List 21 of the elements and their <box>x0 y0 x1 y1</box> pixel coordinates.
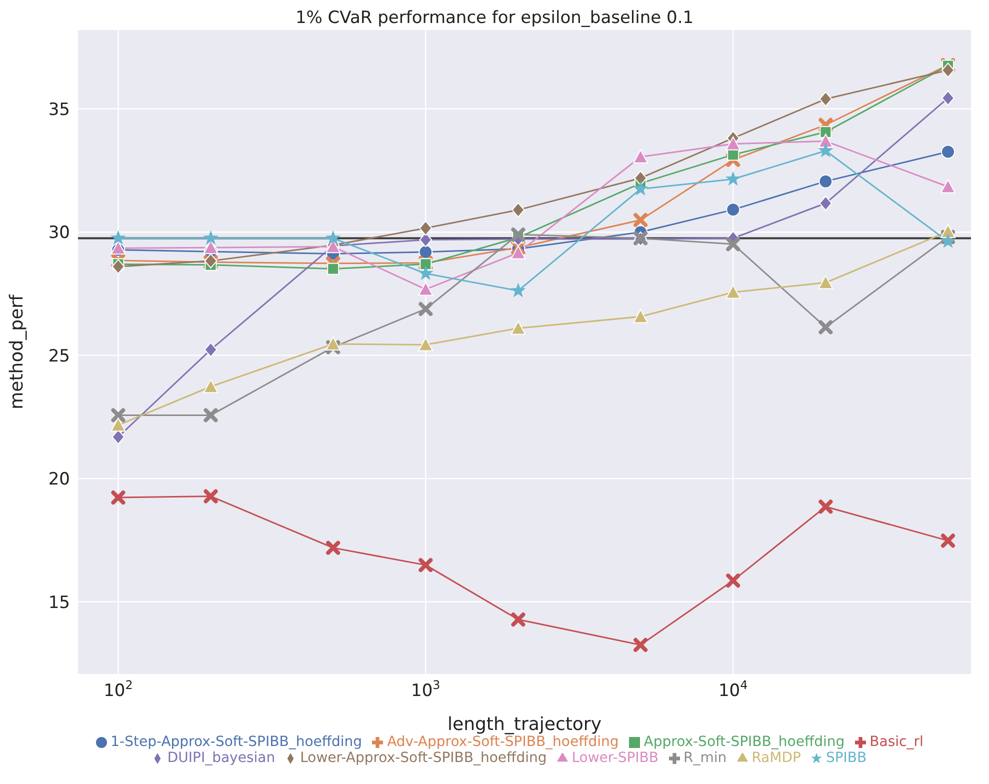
y-axis-title: method_perf <box>6 294 28 410</box>
legend-label: Adv-Approx-Soft-SPIBB_hoeffding <box>387 734 619 750</box>
x-tick-label: 10$^{3}$ <box>411 678 440 701</box>
x-tick-label: 10$^{4}$ <box>718 678 748 701</box>
y-tick-label: 35 <box>48 100 70 120</box>
legend-label: 1-Step-Approx-Soft-SPIBB_hoeffding <box>110 734 362 750</box>
legend-label: DUIPI_bayesian <box>167 750 276 766</box>
legend-label: RaMDP <box>752 750 801 766</box>
x-axis-title: length_trajectory <box>448 714 602 735</box>
y-tick-label: 20 <box>48 470 70 490</box>
legend-label: Approx-Soft-SPIBB_hoeffding <box>644 734 845 750</box>
y-tick-label: 25 <box>48 346 70 366</box>
chart-title: 1% CVaR performance for epsilon_baseline 0.1 <box>294 8 695 30</box>
legend-label: Lower-SPIBB <box>572 750 658 766</box>
legend-label: R_min <box>684 750 727 766</box>
legend-label: Basic_rl <box>870 734 924 750</box>
y-tick-label: 15 <box>48 592 70 613</box>
legend-label: SPIBB <box>826 750 867 766</box>
y-tick-label: 30 <box>48 223 70 244</box>
legend-label: Lower-Approx-Soft-SPIBB_hoeffding <box>300 750 547 766</box>
x-tick-label: 10$^{2}$ <box>104 678 133 701</box>
